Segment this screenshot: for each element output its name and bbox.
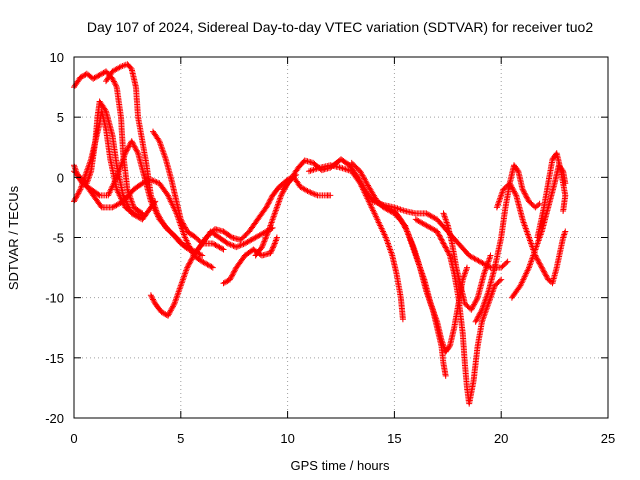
x-tick-label: 25 <box>601 431 615 446</box>
y-tick-label: -10 <box>45 291 64 306</box>
series-track-8 <box>147 224 276 319</box>
plus-markers <box>440 210 494 313</box>
plus-markers <box>220 234 280 287</box>
plus-markers <box>194 171 300 253</box>
series-track-13 <box>306 162 406 323</box>
series-track-19 <box>493 180 569 287</box>
x-tick-label: 15 <box>387 431 401 446</box>
axis-ticks: 0 5 10 15 20 25 -20 -15 -10 -5 0 5 10 <box>45 50 615 446</box>
plus-markers <box>150 128 227 253</box>
x-tick-label: 10 <box>280 431 294 446</box>
series-track-21 <box>534 150 569 241</box>
chart-title: Day 107 of 2024, Sidereal Day-to-day VTE… <box>87 19 594 35</box>
y-tick-label: -5 <box>52 231 64 246</box>
y-tick-label: 0 <box>57 170 64 185</box>
plus-markers <box>306 162 406 323</box>
y-axis-label: SDTVAR / TECUs <box>6 185 21 290</box>
plus-markers <box>252 174 334 259</box>
y-tick-label: -15 <box>45 351 64 366</box>
series-track-10 <box>220 234 280 287</box>
y-tick-label: 5 <box>57 110 64 125</box>
series-track-11 <box>252 174 334 259</box>
y-tick-label: 10 <box>50 50 64 65</box>
series-track-7 <box>150 128 227 253</box>
plus-markers <box>493 180 569 287</box>
x-tick-label: 20 <box>494 431 508 446</box>
series-track-16 <box>412 216 505 407</box>
x-tick-label: 0 <box>70 431 77 446</box>
x-tick-label: 5 <box>177 431 184 446</box>
series-track-9 <box>194 171 300 253</box>
x-axis-label: GPS time / hours <box>291 458 390 473</box>
data-marks <box>71 61 569 407</box>
plus-markers <box>147 224 276 319</box>
plus-markers <box>412 216 505 407</box>
series-track-17 <box>440 210 494 313</box>
y-tick-label: -20 <box>45 411 64 426</box>
plus-markers <box>534 150 569 241</box>
